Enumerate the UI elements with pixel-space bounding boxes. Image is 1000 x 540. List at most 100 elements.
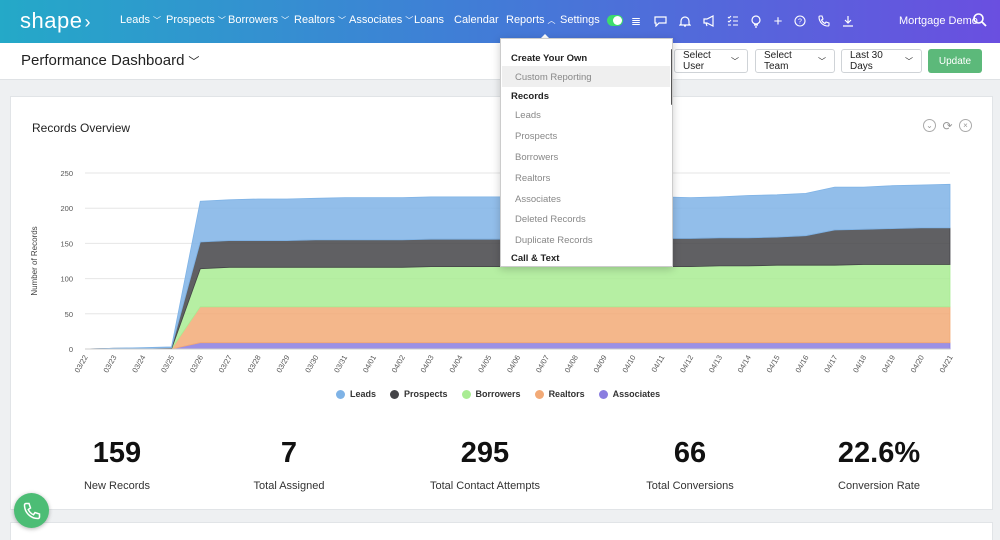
chevron-down-icon: ﹀ [281,16,290,25]
y-tick-label: 100 [60,275,73,284]
menu-item-associates[interactable]: Associates [515,194,561,205]
x-tick-label: 04/18 [851,354,868,375]
select-team-dropdown[interactable]: Select Team ﹀ [755,49,835,73]
menu-item-realtors[interactable]: Realtors [515,173,551,184]
reports-dropdown-menu: Create Your Own Custom Reporting Records… [500,38,673,267]
x-tick-label: 04/20 [909,354,926,375]
chevron-down-icon: ﹀ [152,16,161,25]
x-tick-label: 04/13 [707,354,724,375]
stat-value: 66 [673,437,707,469]
update-button[interactable]: Update [928,49,982,73]
nav-associates[interactable]: Associates ﹀ [349,14,414,26]
area-series-realtors[interactable] [85,306,951,350]
stat-total-assigned: 7 Total Assigned [209,437,369,492]
stat-total-conversions: 66 Total Conversions [610,437,770,492]
legend-item-associates[interactable]: Associates [598,389,661,399]
bell-icon[interactable] [676,12,694,30]
chevron-down-icon: ﹀ [188,56,200,68]
chevron-down-icon: ﹀ [217,16,226,25]
dropdown-caret [540,34,550,39]
stat-value: 159 [92,437,142,469]
y-tick-label: 150 [60,239,73,248]
megaphone-icon[interactable] [700,12,718,30]
chevron-down-icon: ﹀ [818,56,826,66]
x-tick-label: 04/04 [447,354,464,375]
stat-label: Conversion Rate [838,480,920,492]
legend-swatch [534,389,544,399]
x-tick-label: 04/10 [620,354,637,375]
select-user-dropdown[interactable]: Select User ﹀ [674,49,748,73]
nav-calendar[interactable]: Calendar [454,14,499,26]
help-icon[interactable]: ? [791,12,809,30]
area-series-leads[interactable] [84,183,951,350]
x-tick-label: 04/16 [793,354,810,375]
menu-heading: Create Your Own [511,53,588,64]
user-menu[interactable]: Mortgage Demo [899,15,978,27]
menu-item-borrowers[interactable]: Borrowers [515,152,559,163]
close-icon[interactable]: × [959,119,972,132]
page-title[interactable]: Performance Dashboard ﹀ [21,52,200,69]
card-title: Records Overview [32,121,131,135]
chevron-down-icon: ﹀ [905,56,913,66]
menu-item-deleted-records[interactable]: Deleted Records [515,214,586,225]
x-tick-label: 03/22 [73,354,90,375]
y-tick-label: 50 [65,310,73,319]
x-tick-label: 04/12 [678,354,695,375]
nav-loans[interactable]: Loans [414,14,444,26]
menu-item-prospects[interactable]: Prospects [515,131,558,142]
lightbulb-icon[interactable] [747,12,765,30]
legend-item-prospects[interactable]: Prospects [390,389,448,399]
legend-item-leads[interactable]: Leads [336,389,376,399]
chat-icon[interactable] [651,12,669,30]
y-axis-label: Number of Records [30,226,39,295]
stat-label: Total Conversions [646,480,734,492]
nav-leads[interactable]: Leads ﹀ [120,14,161,26]
legend-item-borrowers[interactable]: Borrowers [461,389,521,399]
nav-settings[interactable]: Settings [560,14,600,26]
menu-item-duplicate-records[interactable]: Duplicate Records [515,235,593,246]
date-range-dropdown[interactable]: Last 30 Days ﹀ [841,49,922,73]
top-nav: shape › Leads ﹀ Prospects ﹀ Borrowers ﹀ Real… [0,0,1000,43]
download-icon[interactable] [839,12,857,30]
checklist-icon[interactable] [724,12,742,30]
phone-icon [23,502,40,519]
logo[interactable]: shape › [20,8,91,33]
nav-borrowers[interactable]: Borrowers ﹀ [228,14,290,26]
search-icon[interactable] [972,12,988,28]
y-tick-label: 250 [60,169,73,178]
menu-item-custom-reporting[interactable]: Custom Reporting [515,72,592,83]
svg-text:?: ? [798,19,802,26]
x-tick-label: 04/01 [361,354,378,375]
x-tick-label: 03/31 [332,354,349,375]
legend-swatch [598,389,608,399]
menu-item-leads[interactable]: Leads [515,110,541,121]
list-icon[interactable]: ≣ [630,14,642,28]
legend-item-realtors[interactable]: Realtors [534,389,585,399]
x-tick-label: 03/27 [217,354,234,375]
stat-value: 7 [280,437,298,469]
stat-label: Total Contact Attempts [429,480,541,492]
refresh-icon[interactable]: ⟳ [942,118,953,133]
legend-label: Associates [612,389,661,399]
y-tick-label: 200 [60,204,73,213]
x-tick-label: 03/24 [130,354,147,375]
records-area-chart: 0 50 100 150 200 250 Number of Records 03/22 03/… [30,169,955,375]
status-toggle[interactable] [607,15,623,26]
plus-icon[interactable]: + [773,12,783,30]
legend-label: Borrowers [475,389,521,399]
phone-fab-button[interactable] [14,493,49,528]
dropdown-scrollbar[interactable] [671,49,672,105]
menu-heading: Records [511,91,550,102]
collapse-icon[interactable]: ⌄ [923,119,936,132]
phone-icon[interactable] [815,12,833,30]
x-tick-label: 04/17 [822,354,839,375]
nav-reports[interactable]: Reports ︿ [506,14,556,26]
nav-prospects[interactable]: Prospects ﹀ [166,14,226,26]
x-tick-label: 03/28 [246,354,263,375]
nav-realtors[interactable]: Realtors ﹀ [294,14,346,26]
stat-new-records: 159 New Records [37,437,197,492]
x-tick-label: 03/26 [188,354,205,375]
area-series-associates[interactable] [85,342,951,350]
x-tick-label: 04/06 [505,354,522,375]
legend-label: Leads [350,389,377,399]
